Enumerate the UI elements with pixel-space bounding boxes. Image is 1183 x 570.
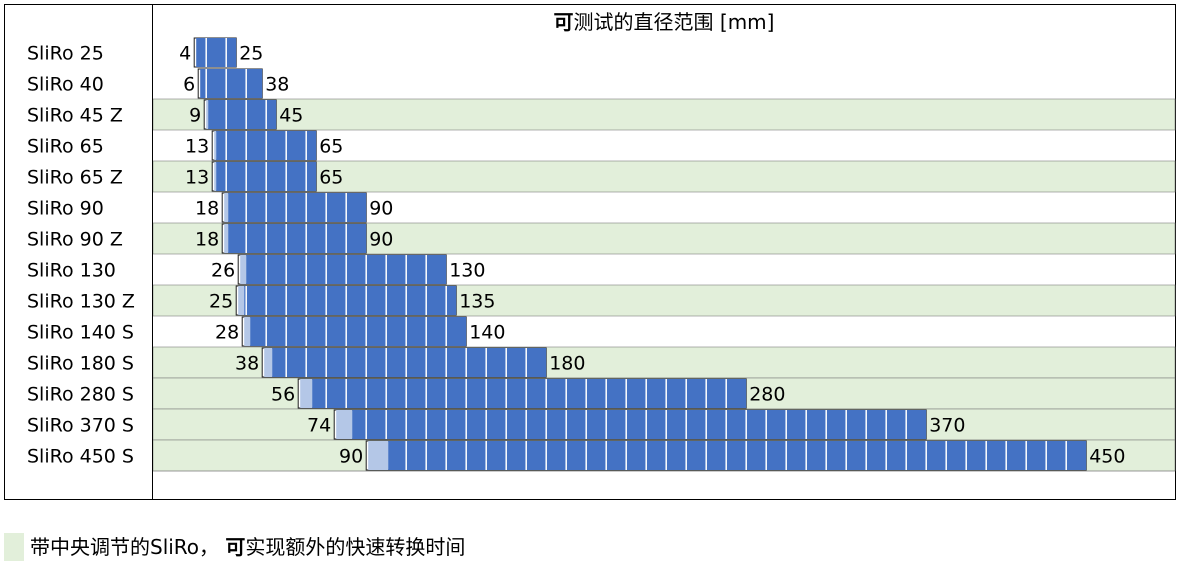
max-value-label: 370 — [929, 415, 965, 437]
range-bar — [333, 409, 927, 440]
bar-light-segment — [238, 286, 245, 315]
bar-dark-segment — [244, 286, 457, 315]
min-value-label: 13 — [185, 136, 209, 158]
bar-light-segment — [244, 317, 251, 346]
max-value-label: 65 — [319, 136, 343, 158]
max-value-label: 38 — [265, 74, 289, 96]
legend-text-after: 实现额外的快速转换时间 — [245, 535, 466, 559]
range-bar — [237, 254, 447, 285]
max-value-label: 450 — [1089, 446, 1125, 468]
range-bar — [221, 192, 367, 223]
bar-light-segment — [240, 255, 247, 284]
max-value-label: 140 — [469, 322, 505, 344]
category-label: SliRo 65 — [27, 136, 104, 158]
bar-dark-segment — [312, 379, 747, 408]
min-value-label: 6 — [183, 74, 195, 96]
min-value-label: 4 — [179, 43, 191, 65]
bar-light-segment — [224, 224, 229, 253]
min-value-label: 38 — [235, 353, 259, 375]
bar-light-segment — [336, 410, 353, 439]
max-value-label: 90 — [369, 198, 393, 220]
category-label: SliRo 45 Z — [27, 105, 123, 127]
min-value-label: 18 — [195, 198, 219, 220]
max-value-label: 25 — [239, 43, 263, 65]
highlight-row — [152, 98, 1176, 131]
max-value-label: 130 — [449, 260, 485, 282]
bar-light-segment — [206, 100, 209, 129]
min-value-label: 56 — [271, 384, 295, 406]
min-value-label: 28 — [215, 322, 239, 344]
min-value-label: 74 — [307, 415, 331, 437]
legend-text-before: 带中央调节的SliRo， — [30, 535, 226, 559]
legend-text: 带中央调节的SliRo， 可实现额外的快速转换时间 — [30, 533, 465, 561]
bar-light-segment — [224, 193, 229, 222]
range-bar — [261, 347, 547, 378]
range-bar — [211, 130, 317, 161]
range-bar — [211, 161, 317, 192]
bar-light-segment — [368, 441, 389, 470]
chart-title: 可测试的直径范围 [mm] — [554, 10, 775, 34]
category-label: SliRo 90 — [27, 198, 104, 220]
bar-dark-segment — [388, 441, 1087, 470]
category-label: SliRo 90 Z — [27, 229, 123, 251]
range-bar — [197, 68, 263, 99]
category-divider — [152, 4, 153, 500]
min-value-label: 9 — [189, 105, 201, 127]
legend-swatch — [4, 533, 24, 561]
category-label: SliRo 450 S — [27, 446, 134, 468]
max-value-label: 180 — [549, 353, 585, 375]
category-label: SliRo 65 Z — [27, 167, 123, 189]
bar-dark-segment — [228, 224, 367, 253]
bar-light-segment — [300, 379, 313, 408]
range-bars — [193, 37, 1087, 471]
min-value-label: 26 — [211, 260, 235, 282]
highlight-row — [152, 160, 1176, 193]
bar-light-segment — [214, 131, 217, 160]
category-label: SliRo 140 S — [27, 322, 134, 344]
range-bar — [297, 378, 747, 409]
category-label: SliRo 180 S — [27, 353, 134, 375]
bar-dark-segment — [228, 193, 367, 222]
category-label: SliRo 280 S — [27, 384, 134, 406]
max-value-label: 135 — [459, 291, 495, 313]
range-bar — [193, 37, 237, 68]
bar-dark-segment — [272, 348, 547, 377]
category-label: SliRo 130 — [27, 260, 116, 282]
value-labels: 4 25 6 38 9 45 13 65 13 65 18 90 18 90 26 130 25 135 28 140… — [179, 43, 1125, 468]
min-value-label: 18 — [195, 229, 219, 251]
bar-dark-segment — [352, 410, 927, 439]
min-value-label: 90 — [339, 446, 363, 468]
diameter-range-chart: 可测试的直径范围 [mm] 4 25 6 38 9 45 13 65 13 65 18 90 18 90 2… — [27, 10, 1176, 472]
max-value-label: 90 — [369, 229, 393, 251]
category-label: SliRo 370 S — [27, 415, 134, 437]
min-value-label: 25 — [209, 291, 233, 313]
range-bar — [241, 316, 467, 347]
bar-light-segment — [214, 162, 217, 191]
category-label: SliRo 40 — [27, 74, 104, 96]
max-value-label: 65 — [319, 167, 343, 189]
category-labels: SliRo 25 SliRo 40 SliRo 45 Z SliRo 65 SliRo … — [27, 43, 135, 468]
range-bar — [365, 440, 1087, 471]
range-bar — [203, 99, 277, 130]
max-value-label: 45 — [279, 105, 303, 127]
range-bar — [221, 223, 367, 254]
legend: 带中央调节的SliRo， 可实现额外的快速转换时间 — [4, 532, 465, 562]
category-label: SliRo 130 Z — [27, 291, 135, 313]
range-bar — [235, 285, 457, 316]
max-value-label: 280 — [749, 384, 785, 406]
min-value-label: 13 — [185, 167, 209, 189]
bar-dark-segment — [196, 38, 237, 67]
bar-dark-segment — [208, 100, 277, 129]
category-label: SliRo 25 — [27, 43, 104, 65]
bar-dark-segment — [200, 69, 263, 98]
bar-dark-segment — [250, 317, 467, 346]
legend-text-bold: 可 — [225, 535, 246, 559]
bar-light-segment — [264, 348, 273, 377]
